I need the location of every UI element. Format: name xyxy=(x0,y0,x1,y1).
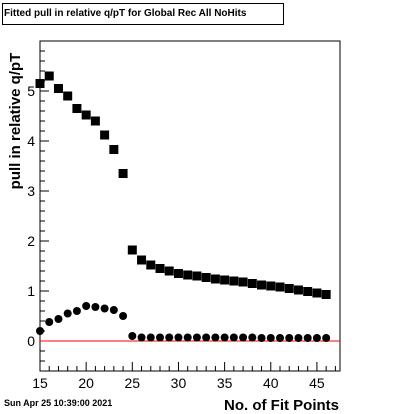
circle-marker xyxy=(285,334,294,342)
circle-marker xyxy=(257,334,266,342)
square-marker xyxy=(109,145,119,154)
square-marker xyxy=(35,79,45,88)
circle-marker xyxy=(156,333,164,342)
square-marker xyxy=(201,273,211,282)
square-marker xyxy=(312,288,322,298)
circle-marker xyxy=(202,333,211,342)
circle-marker xyxy=(91,303,100,311)
x-tick-label: 30 xyxy=(171,375,187,391)
circle-marker xyxy=(100,304,109,313)
axis-ticks xyxy=(39,40,336,371)
square-marker xyxy=(275,282,285,292)
square-marker xyxy=(238,277,248,287)
circle-marker xyxy=(239,333,248,342)
square-marker xyxy=(118,169,128,178)
circle-marker xyxy=(36,327,44,335)
circle-marker xyxy=(82,302,91,310)
square-marker xyxy=(220,275,230,285)
circle-marker xyxy=(229,333,238,342)
square-marker xyxy=(81,110,91,120)
circle-marker xyxy=(322,334,331,342)
y-axis-label: pull in relative q/pT xyxy=(7,53,24,190)
x-tick-label: 25 xyxy=(125,375,141,391)
timestamp: Sun Apr 25 10:39:00 2021 xyxy=(4,398,113,408)
square-marker xyxy=(192,271,202,281)
square-marker xyxy=(100,130,110,140)
circle-marker xyxy=(294,334,303,342)
circle-marker xyxy=(109,306,118,314)
square-marker xyxy=(63,91,73,101)
square-marker xyxy=(210,274,220,284)
y-tick-label: 5 xyxy=(27,83,35,99)
square-marker xyxy=(284,284,294,293)
square-marker xyxy=(90,116,100,126)
circle-marker xyxy=(266,334,275,342)
square-marker xyxy=(137,255,147,265)
circle-marker xyxy=(54,315,63,323)
square-marker xyxy=(164,266,174,276)
square-marker xyxy=(247,279,257,288)
plot-frame xyxy=(39,40,341,372)
circle-marker xyxy=(312,334,321,342)
circle-marker xyxy=(72,307,81,315)
circle-marker xyxy=(119,312,128,320)
circle-marker xyxy=(183,333,192,342)
square-marker xyxy=(257,280,267,290)
y-tick-label: 4 xyxy=(27,133,35,149)
circle-marker xyxy=(192,333,201,342)
square-marker xyxy=(44,71,54,81)
square-marker xyxy=(229,276,239,286)
circle-marker xyxy=(165,333,174,342)
circle-marker xyxy=(45,318,54,326)
circle-marker xyxy=(146,333,155,342)
chart-title: Fitted pull in relative q/pT for Global … xyxy=(2,3,284,25)
x-tick-label: 20 xyxy=(78,375,94,391)
circle-marker xyxy=(248,333,257,342)
square-marker xyxy=(266,281,276,291)
circle-marker xyxy=(303,334,312,342)
x-tick-label: 35 xyxy=(217,375,233,391)
x-tick-label: 40 xyxy=(263,375,279,391)
circle-marker xyxy=(63,309,72,318)
data-points xyxy=(35,71,331,342)
y-tick-label: 0 xyxy=(27,333,35,349)
square-marker xyxy=(72,104,82,113)
square-marker xyxy=(173,269,183,278)
square-marker xyxy=(127,245,137,255)
square-marker xyxy=(155,264,165,273)
x-axis-label: No. of Fit Points xyxy=(224,397,339,414)
circle-marker xyxy=(220,333,229,342)
circle-marker xyxy=(276,334,284,342)
y-tick-label: 1 xyxy=(27,283,35,299)
square-marker xyxy=(146,260,156,270)
y-tick-label: 3 xyxy=(27,183,35,199)
circle-marker xyxy=(137,333,146,342)
square-marker xyxy=(53,84,63,93)
y-tick-label: 2 xyxy=(27,233,35,249)
x-tick-label: 45 xyxy=(309,375,325,391)
square-marker xyxy=(321,290,331,299)
circle-marker xyxy=(174,333,183,342)
square-marker xyxy=(293,285,303,295)
circle-marker xyxy=(211,333,220,342)
circle-marker xyxy=(128,332,137,340)
square-marker xyxy=(183,270,193,280)
square-marker xyxy=(303,287,313,296)
x-tick-label: 15 xyxy=(32,375,48,391)
